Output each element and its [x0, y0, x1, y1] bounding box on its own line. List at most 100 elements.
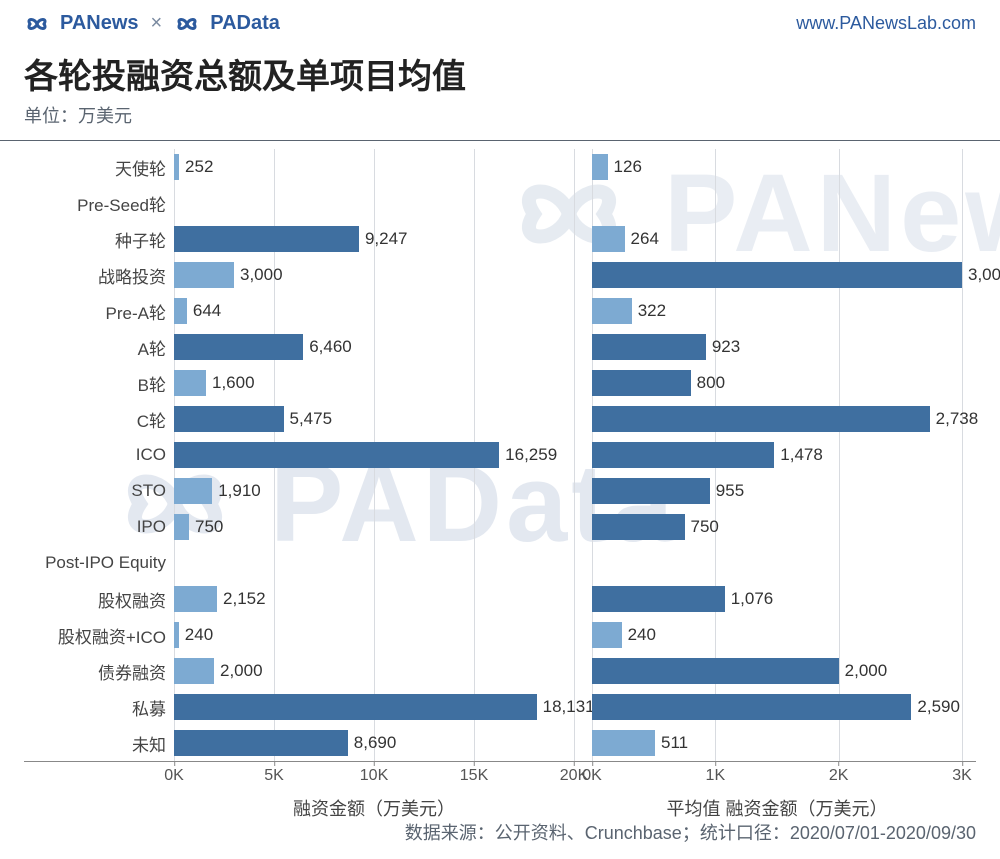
bar-value: 126: [614, 157, 642, 177]
bar-right: 1,076: [592, 586, 725, 612]
category-label: Pre-A轮: [24, 299, 174, 324]
chart-row: 种子轮9,247 264: [24, 221, 976, 257]
axis-tick: 10K: [360, 767, 388, 785]
category-label: 种子轮: [24, 227, 174, 252]
axis-tick: 0K: [164, 767, 184, 785]
bar-right: 800: [592, 370, 691, 396]
x-axis-row: 0K5K10K15K20K 0K1K2K3K: [24, 761, 976, 791]
header: PANews × PAData www.PANewsLab.com: [0, 0, 1000, 43]
axis-tick: 2K: [829, 767, 849, 785]
left-panel-cell: 2,000: [174, 653, 574, 689]
right-panel-cell: [592, 545, 962, 581]
bar-left: 644: [174, 298, 187, 324]
bar-right: 2,590: [592, 694, 911, 720]
infinity-icon: [24, 15, 50, 33]
bar-value: 18,131: [543, 697, 595, 717]
right-panel-cell: 1,076: [592, 581, 962, 617]
axis-tick: 0K: [582, 767, 602, 785]
chart-row: Pre-Seed轮: [24, 185, 976, 221]
bar-left: 252: [174, 154, 179, 180]
chart-row: A轮6,460923: [24, 329, 976, 365]
chart-row: ICO16,2591,478: [24, 437, 976, 473]
category-label: 债券融资: [24, 659, 174, 684]
category-label: Post-IPO Equity: [24, 553, 174, 573]
bar-right: 322: [592, 298, 632, 324]
left-panel-cell: [174, 185, 574, 221]
left-panel-cell: 18,131: [174, 689, 574, 725]
bar-value: 1,910: [218, 481, 261, 501]
bar-value: 16,259: [505, 445, 557, 465]
bar-right: 923: [592, 334, 706, 360]
bar-left: 16,259: [174, 442, 499, 468]
bar-value: 800: [697, 373, 725, 393]
bar-value: 6,460: [309, 337, 352, 357]
bar-right: 126: [592, 154, 608, 180]
brand-right: PAData: [210, 12, 280, 35]
bar-left: 2,000: [174, 658, 214, 684]
bar-left: 9,247: [174, 226, 359, 252]
bar-left: 18,131: [174, 694, 537, 720]
bar-value: 2,000: [220, 661, 263, 681]
bar-value: 8,690: [354, 733, 397, 753]
bar-left: 240: [174, 622, 179, 648]
left-panel-cell: 9,247: [174, 221, 574, 257]
bar-left: 1,910: [174, 478, 212, 504]
left-panel-cell: 1,600: [174, 365, 574, 401]
chart-row: C轮5,475 2,738: [24, 401, 976, 437]
right-panel-cell: 1,478: [592, 437, 962, 473]
left-panel-cell: 644: [174, 293, 574, 329]
chart-row: STO1,910955: [24, 473, 976, 509]
bar-value: 644: [193, 301, 221, 321]
bar-right: 3,000: [592, 262, 962, 288]
left-panel-cell: 1,910: [174, 473, 574, 509]
chart-title: 各轮投融资总额及单项目均值: [0, 49, 1000, 98]
bar-left: 2,152: [174, 586, 217, 612]
brand-left: PANews: [60, 12, 139, 35]
right-panel-cell: 2,000: [592, 653, 962, 689]
bar-right: 750: [592, 514, 685, 540]
bar-value: 264: [631, 229, 659, 249]
right-panel-cell: 2,590: [592, 689, 962, 725]
bar-value: 2,590: [917, 697, 960, 717]
bar-left: 1,600: [174, 370, 206, 396]
chart-row: Post-IPO Equity: [24, 545, 976, 581]
left-panel-cell: 3,000: [174, 257, 574, 293]
category-label: 战略投资: [24, 263, 174, 288]
bar-left: 750: [174, 514, 189, 540]
bar-value: 1,076: [731, 589, 774, 609]
bar-value: 240: [185, 625, 213, 645]
bar-left: 6,460: [174, 334, 303, 360]
bar-value: 955: [716, 481, 744, 501]
chart-area: 天使轮252126Pre-Seed轮种子轮9,247264战略投资3,0003,…: [0, 141, 1000, 821]
bar-right: 955: [592, 478, 710, 504]
bar-left: 8,690: [174, 730, 348, 756]
right-panel-cell: 923: [592, 329, 962, 365]
category-label: 股权融资: [24, 587, 174, 612]
footer-source: 数据来源：公开资料、Crunchbase；统计口径：2020/07/01-202…: [405, 819, 976, 845]
bar-right: 264: [592, 226, 625, 252]
bar-value: 3,000: [968, 265, 1000, 285]
chart-row: B轮1,600 800: [24, 365, 976, 401]
left-panel-cell: 750: [174, 509, 574, 545]
chart-row: 私募18,1312,590: [24, 689, 976, 725]
bar-left: 5,475: [174, 406, 284, 432]
bar-value: 750: [195, 517, 223, 537]
chart-row: 战略投资3,0003,000: [24, 257, 976, 293]
category-label: C轮: [24, 407, 174, 432]
axis-tick: 1K: [706, 767, 726, 785]
bar-value: 923: [712, 337, 740, 357]
bar-left: 3,000: [174, 262, 234, 288]
bar-value: 322: [638, 301, 666, 321]
category-label: B轮: [24, 371, 174, 396]
bar-value: 2,738: [936, 409, 979, 429]
axis-tick: 5K: [264, 767, 284, 785]
axis-tick: 3K: [952, 767, 972, 785]
source-url: www.PANewsLab.com: [796, 13, 976, 34]
chart-row: 未知8,690511: [24, 725, 976, 761]
bar-right: 1,478: [592, 442, 774, 468]
left-panel-cell: [174, 545, 574, 581]
left-panel-cell: 240: [174, 617, 574, 653]
right-panel-cell: 126: [592, 149, 962, 185]
right-panel-cell: 322: [592, 293, 962, 329]
category-label: 未知: [24, 731, 174, 756]
